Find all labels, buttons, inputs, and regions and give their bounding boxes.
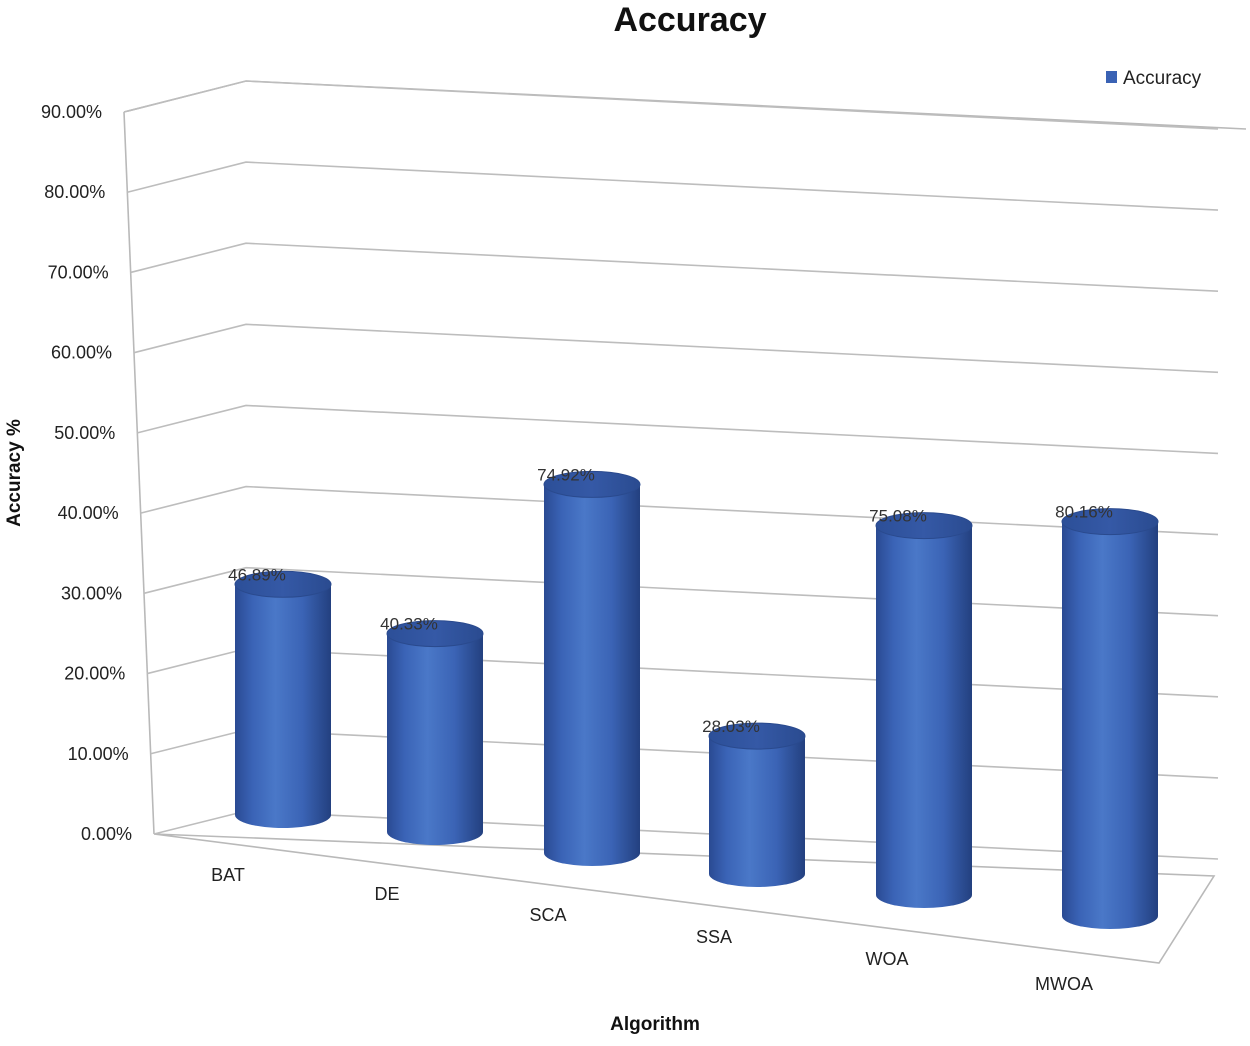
bar-top xyxy=(708,722,806,750)
bar-data-label: 40.33% xyxy=(380,615,438,634)
bar-top xyxy=(234,570,332,598)
y-tick-label: 80.00% xyxy=(44,182,105,202)
bar-body xyxy=(709,736,805,887)
bar: 40.33% xyxy=(380,615,484,845)
bar-body xyxy=(1062,521,1158,929)
x-category-label: SSA xyxy=(696,927,732,947)
bar-body xyxy=(387,633,483,845)
bar-body xyxy=(235,584,331,828)
bars: 46.89% 40.33% 74.92% 28.03% 75.08% 80.16% xyxy=(228,465,1159,929)
gridline xyxy=(123,80,1219,130)
floor-edge xyxy=(153,833,1216,964)
y-axis-title: Accuracy % xyxy=(4,419,25,527)
bar-top xyxy=(1061,508,1159,536)
chart-title: Accuracy xyxy=(613,1,766,39)
gridline xyxy=(133,323,1219,374)
gridline xyxy=(127,161,1219,211)
x-category-label: SCA xyxy=(529,905,566,925)
bar-top xyxy=(386,620,484,648)
y-axis-ticks: 0.00% 10.00% 20.00% 30.00% 40.00% 50.00% 60.00… xyxy=(41,102,132,844)
bar-data-label: 75.08% xyxy=(869,507,927,526)
y-tick-label: 30.00% xyxy=(61,583,122,603)
back-wall-left-edge xyxy=(123,111,155,835)
y-tick-label: 40.00% xyxy=(58,503,119,523)
y-tick-label: 90.00% xyxy=(41,102,102,122)
bar-data-label: 28.03% xyxy=(702,717,760,736)
gridline xyxy=(130,242,1219,293)
bar-body xyxy=(544,484,640,866)
y-tick-label: 70.00% xyxy=(48,262,109,282)
bar-top xyxy=(875,512,973,540)
x-axis-title: Algorithm xyxy=(610,1014,700,1035)
bar-body xyxy=(876,525,972,908)
legend-swatch xyxy=(1106,71,1117,83)
y-tick-label: 60.00% xyxy=(51,343,112,363)
gridline xyxy=(137,404,1219,455)
x-category-label: MWOA xyxy=(1035,974,1093,994)
x-axis-categories: BAT DE SCA SSA WOA MWOA xyxy=(211,865,1093,994)
y-tick-label: 50.00% xyxy=(54,423,115,443)
x-category-label: BAT xyxy=(211,865,245,885)
x-category-label: WOA xyxy=(866,949,909,969)
bar: 80.16% xyxy=(1055,503,1159,929)
bar-top xyxy=(543,470,641,498)
bar-data-label: 46.89% xyxy=(228,565,286,584)
bar: 46.89% xyxy=(228,565,332,828)
bar-data-label: 80.16% xyxy=(1055,503,1113,522)
y-tick-label: 10.00% xyxy=(68,744,129,764)
y-tick-label: 20.00% xyxy=(64,664,125,684)
bar: 28.03% xyxy=(702,717,806,887)
bar: 75.08% xyxy=(869,507,973,908)
legend: Accuracy xyxy=(1106,68,1202,89)
legend-label: Accuracy xyxy=(1123,68,1202,89)
bar: 74.92% xyxy=(537,465,641,866)
x-category-label: DE xyxy=(374,884,399,904)
bar-data-label: 74.92% xyxy=(537,465,595,484)
y-tick-label: 0.00% xyxy=(81,824,132,844)
